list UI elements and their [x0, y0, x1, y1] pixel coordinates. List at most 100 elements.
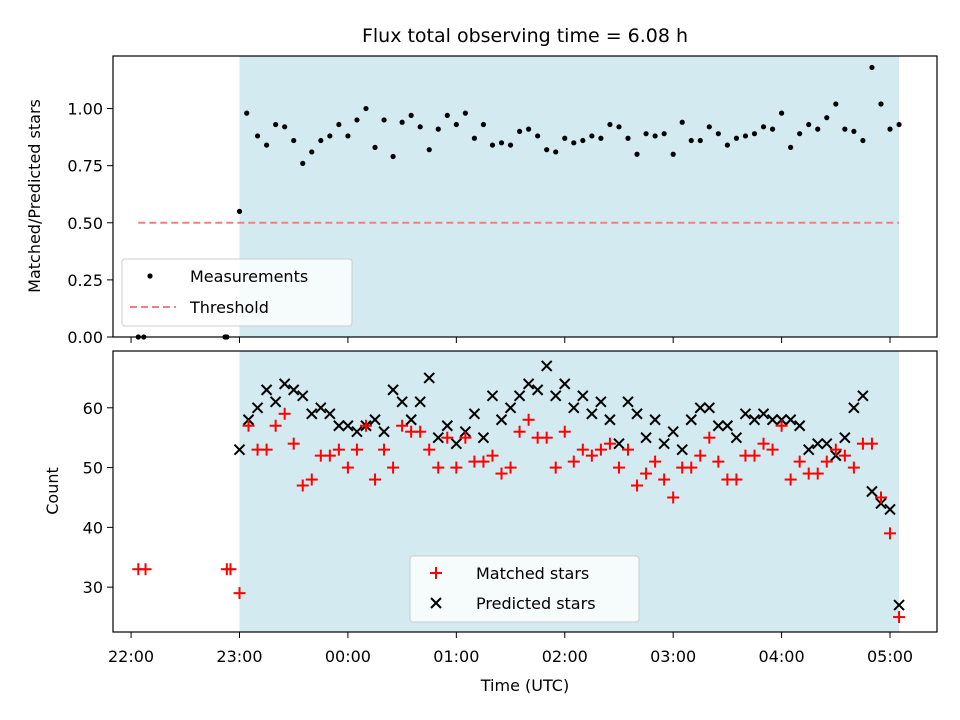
- matched-star-point: [387, 461, 400, 474]
- predicted-star-point: [839, 431, 851, 444]
- measurement-point: [471, 135, 478, 141]
- predicted-star-point: [802, 443, 815, 456]
- matched-star-point: [540, 431, 553, 444]
- predicted-star-point: [297, 390, 309, 402]
- predicted-star-point: [622, 396, 634, 408]
- matched-star-point: [242, 419, 255, 432]
- predicted-star-point: [739, 408, 752, 420]
- measurement-point: [715, 131, 721, 137]
- predicted-star-point: [486, 390, 499, 402]
- bottom-legend-box: [409, 555, 640, 623]
- measurement-point: [616, 124, 622, 130]
- measurement-point: [399, 119, 405, 125]
- predicted-star-point: [468, 408, 481, 420]
- predicted-star-point: [396, 396, 408, 408]
- top-plot-frame: [112, 55, 938, 338]
- measurement-point: [372, 144, 378, 150]
- measurement-point: [462, 110, 468, 116]
- matched-star-point: [396, 419, 409, 432]
- measurement-point: [797, 131, 803, 137]
- measurement-point: [426, 147, 432, 153]
- predicted-star-point: [857, 390, 869, 402]
- predicted-star-point: [260, 384, 273, 396]
- measurement-point: [254, 133, 261, 139]
- measurement-point: [634, 151, 640, 157]
- predicted-star-point: [233, 443, 246, 456]
- matched-star-point: [658, 473, 671, 486]
- bottom-y-tick-label: 30: [83, 578, 103, 597]
- predicted-star-point: [559, 378, 571, 390]
- legend-predicted-label: Predicted stars: [476, 594, 596, 613]
- predicted-star-point: [387, 384, 399, 396]
- matched-star-point: [820, 455, 833, 468]
- measurement-point: [742, 133, 749, 139]
- predicted-star-point: [866, 485, 878, 498]
- legend-matched-marker: [430, 567, 442, 579]
- predicted-star-point: [251, 402, 264, 414]
- measurement-point: [697, 137, 703, 144]
- top-y-axis-label: Matched/Predicted stars: [25, 99, 44, 293]
- measurement-point: [607, 121, 613, 128]
- predicted-star-point: [342, 420, 354, 432]
- matched-star-point: [323, 449, 336, 462]
- legend-measurements-label: Measurements: [190, 267, 308, 286]
- measurement-point: [318, 137, 324, 144]
- matched-star-point: [432, 461, 445, 474]
- predicted-star-point: [631, 408, 643, 420]
- predicted-star-point: [441, 420, 454, 432]
- matched-star-point: [332, 443, 345, 456]
- predicted-star-point: [269, 396, 282, 408]
- matched-star-point: [667, 491, 680, 504]
- x-axis-label: Time (UTC): [480, 676, 569, 695]
- measurement-point: [236, 208, 243, 214]
- predicted-star-point: [423, 372, 435, 384]
- predicted-star-point: [685, 414, 697, 426]
- measurement-point: [887, 126, 893, 132]
- matched-star-point: [287, 437, 300, 450]
- legend-matched-label: Matched stars: [476, 564, 589, 583]
- measurement-point: [760, 124, 767, 130]
- top-panel: 0.00 0.25 0.50 0.75 1.00 Matched/Predicted s…: [25, 55, 938, 347]
- measurement-point: [480, 121, 487, 128]
- legend-measurements-marker: [147, 273, 153, 279]
- measurement-point: [860, 137, 866, 144]
- predicted-star-point: [531, 384, 544, 396]
- matched-star-point: [359, 419, 372, 432]
- predicted-star-point: [640, 431, 652, 444]
- measurement-point: [815, 126, 821, 132]
- predicted-star-point: [812, 437, 824, 450]
- matched-star-point: [378, 443, 391, 456]
- matched-star-point: [414, 425, 427, 438]
- predicted-star-point: [378, 426, 390, 438]
- matched-star-point: [450, 461, 463, 474]
- matched-star-point: [260, 443, 273, 456]
- predicted-star-point: [821, 437, 833, 450]
- x-tick-label: 02:00: [542, 647, 588, 666]
- bottom-y-tick-label: 60: [83, 399, 103, 418]
- measurement-point: [544, 147, 550, 153]
- predicted-star-point: [495, 414, 508, 426]
- top-y-tick-label: 0.25: [67, 271, 103, 290]
- predicted-star-point: [658, 437, 670, 450]
- measurement-point: [706, 124, 712, 130]
- matched-star-point: [278, 407, 291, 420]
- matched-star-point: [775, 419, 788, 432]
- matched-star-point: [224, 563, 237, 576]
- matched-star-point: [495, 467, 508, 480]
- measurement-point: [354, 117, 360, 123]
- measurement-point: [580, 137, 586, 144]
- predicted-star-point: [405, 414, 417, 426]
- predicted-star-point: [884, 503, 896, 516]
- matched-star-point: [549, 461, 562, 474]
- measurement-point: [670, 151, 676, 157]
- predicted-star-point: [414, 396, 426, 408]
- matched-star-point: [793, 455, 806, 468]
- predicted-star-point: [613, 437, 625, 450]
- measurement-point: [571, 140, 577, 146]
- measurement-point: [751, 131, 758, 137]
- measurement-point: [806, 121, 812, 128]
- top-y-tick-label: 0.50: [67, 214, 103, 233]
- measurement-point: [282, 124, 288, 130]
- matched-star-point: [748, 449, 761, 462]
